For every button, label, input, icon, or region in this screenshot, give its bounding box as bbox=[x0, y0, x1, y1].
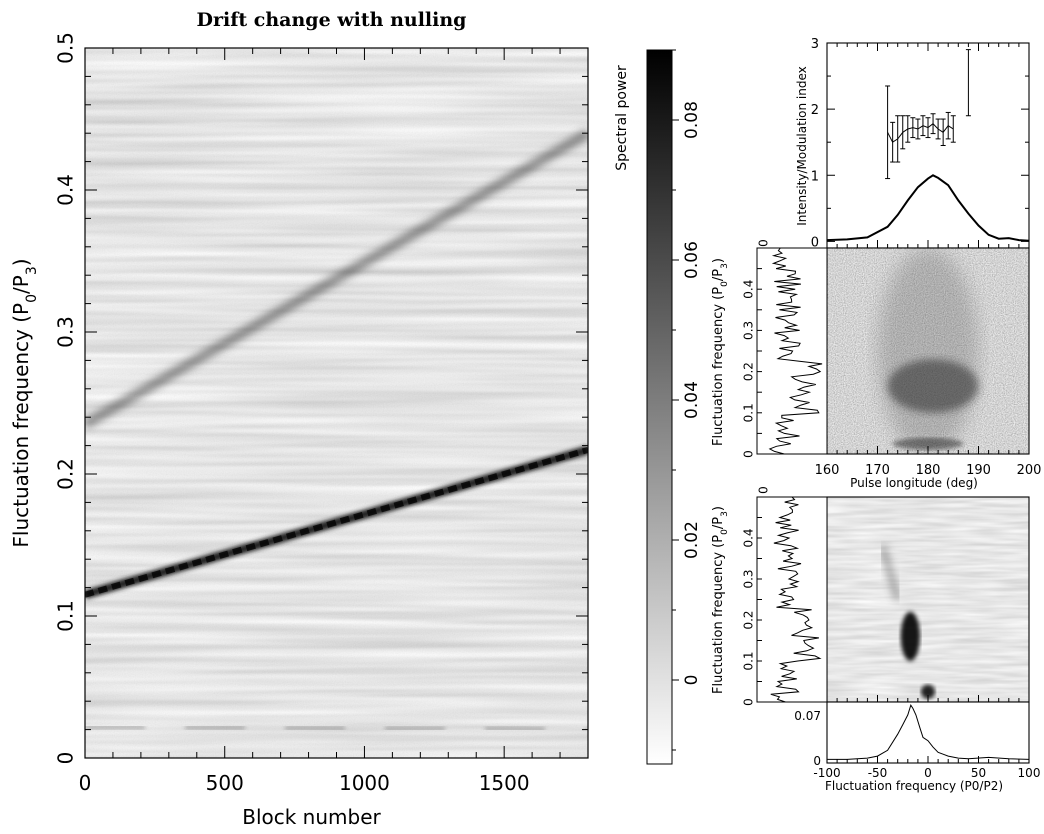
x-tick-label: 1500 bbox=[479, 771, 530, 795]
fluctuation-2d-noise bbox=[827, 497, 1029, 702]
longitude-y-axis-label: Fluctuation frequency (P0/P3) bbox=[711, 258, 730, 446]
label-subscript: 0 bbox=[24, 294, 40, 303]
longitude-side-spectrum-line bbox=[768, 247, 823, 455]
longitude-x-tick-label: 200 bbox=[1017, 463, 1042, 478]
label-text: ) bbox=[711, 258, 726, 263]
fluctuation-side-spectrum bbox=[756, 496, 828, 703]
spectrum-x-tick-label: -50 bbox=[868, 766, 888, 780]
y-tick-label: 0 bbox=[54, 752, 78, 765]
longitude-x-tick-label: 180 bbox=[916, 463, 941, 478]
label-text: /P bbox=[9, 275, 33, 294]
x-tick-label: 1000 bbox=[339, 771, 390, 795]
label-text: ) bbox=[9, 258, 33, 266]
profile-axes: 0 1 2 3 bbox=[811, 37, 1030, 250]
side-spectrum-y-tick-label: 0.2 bbox=[742, 362, 756, 381]
integrated-spectrum-axes: -100 -50 0 50 100 0 0.07 bbox=[794, 695, 1040, 780]
side-spectrum-y-tick-label: 0.4 bbox=[742, 528, 756, 547]
label-text: Fluctuation frequency (P bbox=[711, 287, 726, 446]
side-spectrum-y-tick-label: 0 bbox=[742, 698, 756, 706]
side-spectrum-y-tick-label: 0.2 bbox=[742, 610, 756, 629]
side-spectrum-y-tick-label: 0.1 bbox=[742, 403, 756, 422]
y-tick-label: 0.2 bbox=[54, 458, 78, 490]
label-text: Fluctuation frequency (P bbox=[9, 303, 33, 548]
side-spectrum-y-tick-label: 0.4 bbox=[742, 280, 756, 299]
longitude-x-tick-label: 170 bbox=[865, 463, 890, 478]
y-tick-label: 0.1 bbox=[54, 600, 78, 632]
longitude-x-tick-label: 190 bbox=[966, 463, 991, 478]
longitude-low-frequency-power bbox=[892, 437, 964, 450]
colorbar-tick-label: 0.06 bbox=[682, 241, 702, 279]
main-heatmap bbox=[85, 48, 588, 758]
x-tick-label: 500 bbox=[206, 771, 244, 795]
profile-y-tick-label: 1 bbox=[811, 169, 819, 184]
longitude-heatmap bbox=[827, 248, 1029, 454]
main-title: Drift change with nulling bbox=[197, 9, 467, 31]
y-tick-label: 0.3 bbox=[54, 316, 78, 348]
label-text: /P bbox=[711, 269, 726, 281]
label-text: ) bbox=[711, 506, 726, 511]
label-subscript: 3 bbox=[720, 511, 730, 517]
harmonic-trail bbox=[878, 545, 902, 601]
spectrum-y-tick-label: 0 bbox=[813, 754, 821, 768]
profile-y-tick-label: 3 bbox=[811, 37, 819, 52]
fluctuation-2d-y-axis-label: Fluctuation frequency (P0/P3) bbox=[711, 506, 730, 694]
colorbar-axis: 0 0.02 0.04 0.06 0.08 bbox=[672, 49, 702, 751]
spectrum-y-tick-label: 0.07 bbox=[794, 709, 821, 723]
longitude-x-axis-label: Pulse longitude (deg) bbox=[850, 476, 978, 490]
side-spectrum-y-tick-label: 0.3 bbox=[742, 569, 756, 588]
colorbar-tick-label: 0.02 bbox=[682, 521, 702, 559]
main-axes: 0 500 1000 1500 0 0.1 0.2 0.3 0.4 0.5 bbox=[54, 32, 589, 795]
profile-y-axis-label: Intensity/Modulation index bbox=[795, 66, 809, 226]
spectrum-x-axis-label: Fluctuation frequency (P0/P2) bbox=[825, 779, 1003, 793]
label-subscript: 3 bbox=[720, 263, 730, 269]
label-text: Fluctuation frequency (P bbox=[711, 535, 726, 694]
side-spectrum-y-tick-label: 0 bbox=[742, 450, 756, 458]
fluctuation-2d-heatmap bbox=[827, 497, 1029, 702]
label-subscript: 3 bbox=[24, 266, 40, 275]
spectrum-x-tick-label: 0 bbox=[924, 766, 932, 780]
integrated-spectrum-line bbox=[827, 704, 1030, 760]
side-spectrum-y-tick-label: 0.3 bbox=[742, 321, 756, 340]
profile-y-tick-label: 2 bbox=[811, 103, 819, 118]
y-tick-label: 0.5 bbox=[54, 32, 78, 64]
longitude-emission-column bbox=[877, 248, 979, 454]
primary-drift-beads bbox=[85, 446, 588, 598]
main-heatmap-grain bbox=[85, 48, 588, 758]
colorbar-tick-label: 0 bbox=[682, 675, 702, 686]
colorbar-tick-label: 0.04 bbox=[682, 381, 702, 419]
profile-frame bbox=[826, 42, 1030, 249]
side-spectrum-zero-label: 0 bbox=[757, 486, 771, 494]
spectrum-x-tick-label: 50 bbox=[971, 766, 986, 780]
spectrum-x-tick-label: 100 bbox=[1018, 766, 1041, 780]
x-tick-label: 0 bbox=[79, 771, 92, 795]
main-x-axis-label: Block number bbox=[242, 805, 381, 829]
label-subscript: 0 bbox=[720, 281, 730, 287]
label-text: /P bbox=[711, 517, 726, 529]
drift-feature-blob bbox=[900, 611, 920, 662]
profile-y-tick-label: 0 bbox=[811, 235, 819, 250]
colorbar bbox=[646, 49, 673, 765]
fluctuation-side-spectrum-line bbox=[770, 496, 822, 703]
longitude-x-tick-label: 160 bbox=[815, 463, 840, 478]
main-y-axis-label: Fluctuation frequency (P0/P3) bbox=[9, 258, 40, 547]
longitude-side-spectrum bbox=[756, 247, 828, 455]
colorbar-tick-label: 0.08 bbox=[682, 101, 702, 139]
y-tick-label: 0.4 bbox=[54, 174, 78, 206]
integrated-spectrum-frame bbox=[826, 701, 1030, 764]
side-spectrum-zero-label: 0 bbox=[757, 239, 771, 247]
label-subscript: 0 bbox=[720, 529, 730, 535]
low-frequency-blob bbox=[920, 684, 936, 699]
low-frequency-track bbox=[85, 724, 588, 733]
spectrum-x-tick-label: -100 bbox=[813, 766, 840, 780]
harmonic-drift-track bbox=[85, 128, 588, 429]
colorbar-label: Spectral power bbox=[614, 65, 630, 171]
side-spectrum-y-tick-label: 0.1 bbox=[742, 651, 756, 670]
profile-line bbox=[826, 174, 1030, 242]
